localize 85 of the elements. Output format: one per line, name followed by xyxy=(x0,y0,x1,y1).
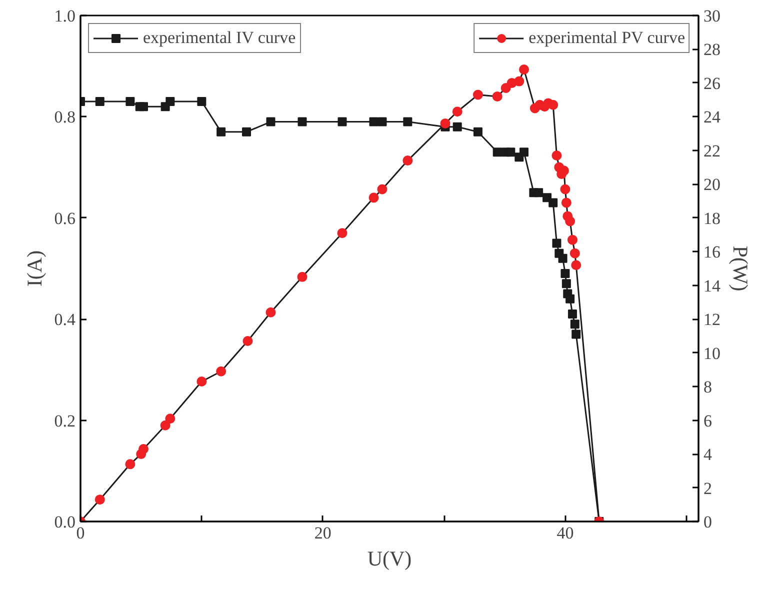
point xyxy=(552,238,562,248)
y2-tick-label: 4 xyxy=(704,445,712,464)
point xyxy=(377,184,388,194)
y2-tick-label: 2 xyxy=(704,478,712,498)
point xyxy=(266,307,276,318)
point xyxy=(561,198,572,208)
point xyxy=(572,330,581,339)
point xyxy=(519,64,530,74)
point xyxy=(506,148,516,157)
y-axis-title: I(A) xyxy=(22,250,46,287)
point xyxy=(403,117,412,126)
point xyxy=(338,117,347,126)
point xyxy=(473,127,482,136)
point xyxy=(562,279,571,288)
y2-tick-label: 22 xyxy=(704,141,720,160)
point xyxy=(472,90,483,100)
point xyxy=(197,97,206,106)
point xyxy=(492,148,502,157)
y2-tick-label: 16 xyxy=(704,242,720,262)
y2-axis-title: P(W) xyxy=(728,246,752,292)
point xyxy=(548,100,558,110)
point xyxy=(552,150,562,160)
y-tick-label: 0.4 xyxy=(54,310,76,330)
y2-tick-label: 18 xyxy=(704,208,720,228)
point xyxy=(94,494,105,505)
y-tick-label: 0.6 xyxy=(54,208,76,228)
point xyxy=(298,117,307,126)
y2-tick-label: 28 xyxy=(704,40,720,60)
point xyxy=(492,91,502,102)
point xyxy=(369,117,378,126)
point xyxy=(571,260,582,270)
y-tick-label: 0.8 xyxy=(54,108,76,127)
point xyxy=(570,248,580,258)
point xyxy=(560,184,570,194)
point xyxy=(216,366,226,376)
point xyxy=(216,127,226,136)
point xyxy=(565,216,576,226)
y2-tick-label: 6 xyxy=(704,411,712,430)
y2-tick-label: 24 xyxy=(704,108,721,127)
point xyxy=(266,117,276,126)
point xyxy=(165,414,176,424)
point xyxy=(95,97,104,106)
point xyxy=(160,420,170,430)
point xyxy=(440,118,450,128)
x-tick-label: 40 xyxy=(556,524,574,542)
point xyxy=(548,198,558,208)
y2-tick-label: 10 xyxy=(704,344,720,363)
y2-tick-label: 14 xyxy=(704,276,721,296)
point xyxy=(378,117,387,126)
point xyxy=(558,254,568,263)
point xyxy=(514,76,524,86)
y2-tick-label: 20 xyxy=(704,175,720,194)
point xyxy=(534,188,544,198)
point xyxy=(139,102,148,112)
y2-tick-label: 8 xyxy=(704,378,712,397)
point xyxy=(567,234,578,245)
point xyxy=(368,192,379,203)
point xyxy=(126,97,135,106)
point xyxy=(166,97,175,106)
x-tick-label: 0 xyxy=(76,524,85,542)
y-tick-label: 0.2 xyxy=(54,411,76,430)
y2-tick-label: 30 xyxy=(704,6,720,26)
point xyxy=(452,106,462,117)
point xyxy=(452,122,462,132)
point xyxy=(402,156,413,166)
point xyxy=(138,444,149,454)
x-tick-label: 20 xyxy=(314,524,332,542)
point xyxy=(568,310,577,319)
point xyxy=(242,336,253,346)
y2-tick-label: 26 xyxy=(704,74,720,93)
point xyxy=(570,320,580,329)
point xyxy=(196,376,207,386)
legend-label: experimental IV curve xyxy=(143,28,296,48)
point xyxy=(125,459,136,470)
point xyxy=(242,127,252,136)
point xyxy=(560,269,570,278)
y-tick-label: 0.0 xyxy=(54,512,76,532)
y-tick-label: 1.0 xyxy=(54,6,76,26)
point xyxy=(297,272,308,282)
point xyxy=(337,228,348,238)
point xyxy=(520,148,529,157)
y2-tick-label: 12 xyxy=(704,310,720,330)
point xyxy=(566,294,575,304)
x-axis-title: U(V) xyxy=(367,546,412,570)
legend-label: experimental PV curve xyxy=(528,28,685,48)
